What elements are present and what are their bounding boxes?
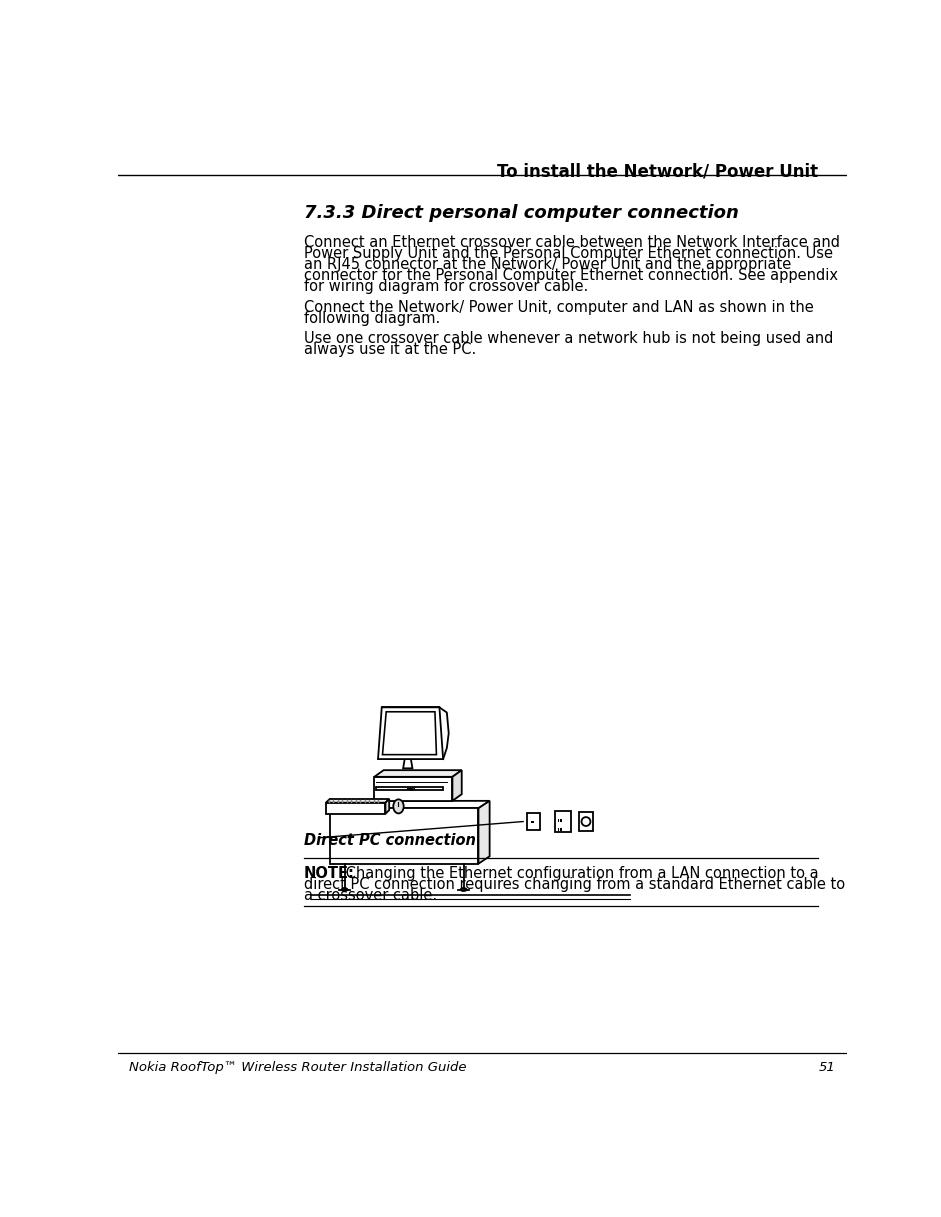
Bar — [561, 819, 562, 821]
Bar — [579, 812, 593, 831]
Text: Use one crossover cable whenever a network hub is not being used and: Use one crossover cable whenever a netwo… — [304, 331, 833, 346]
Polygon shape — [329, 801, 489, 808]
Polygon shape — [329, 808, 478, 864]
Polygon shape — [326, 803, 386, 814]
Bar — [557, 819, 559, 821]
Text: Direct PC connection: Direct PC connection — [304, 832, 475, 848]
Bar — [561, 828, 562, 831]
Text: NOTE:: NOTE: — [304, 867, 355, 881]
Text: Nokia RoofTop™ Wireless Router Installation Guide: Nokia RoofTop™ Wireless Router Installat… — [129, 1061, 467, 1073]
Text: Connect the Network/ Power Unit, computer and LAN as shown in the: Connect the Network/ Power Unit, compute… — [304, 299, 813, 315]
Polygon shape — [386, 800, 390, 814]
Text: for wiring diagram for crossover cable.: for wiring diagram for crossover cable. — [304, 279, 588, 295]
Polygon shape — [478, 801, 489, 864]
Bar — [527, 813, 540, 830]
Bar — [532, 821, 534, 824]
Text: following diagram.: following diagram. — [304, 310, 439, 326]
Text: a crossover cable.: a crossover cable. — [304, 888, 437, 903]
Bar — [557, 828, 559, 831]
Polygon shape — [378, 707, 443, 759]
Polygon shape — [375, 776, 453, 801]
Text: Connect an Ethernet crossover cable between the Network Interface and: Connect an Ethernet crossover cable betw… — [304, 235, 839, 249]
Text: Power Supply Unit and the Personal Computer Ethernet connection. Use: Power Supply Unit and the Personal Compu… — [304, 246, 833, 260]
Text: 51: 51 — [819, 1061, 836, 1073]
Text: always use it at the PC.: always use it at the PC. — [304, 342, 476, 358]
Polygon shape — [375, 770, 462, 776]
Ellipse shape — [393, 800, 404, 813]
Text: Changing the Ethernet configuration from a LAN connection to a: Changing the Ethernet configuration from… — [341, 867, 819, 881]
Text: connector for the Personal Computer Ethernet connection. See appendix: connector for the Personal Computer Ethe… — [304, 268, 837, 284]
Polygon shape — [453, 770, 462, 801]
Polygon shape — [403, 759, 412, 768]
Text: an RJ45 connector at the Network/ Power Unit and the appropriate: an RJ45 connector at the Network/ Power … — [304, 257, 790, 271]
Text: direct PC connection requires changing from a standard Ethernet cable to: direct PC connection requires changing f… — [304, 877, 845, 892]
Text: To install the Network/ Power Unit: To install the Network/ Power Unit — [497, 163, 818, 181]
Polygon shape — [326, 800, 390, 803]
Polygon shape — [382, 712, 437, 755]
Bar — [555, 811, 571, 832]
Bar — [376, 787, 443, 790]
Text: 7.3.3 Direct personal computer connection: 7.3.3 Direct personal computer connectio… — [304, 203, 739, 221]
